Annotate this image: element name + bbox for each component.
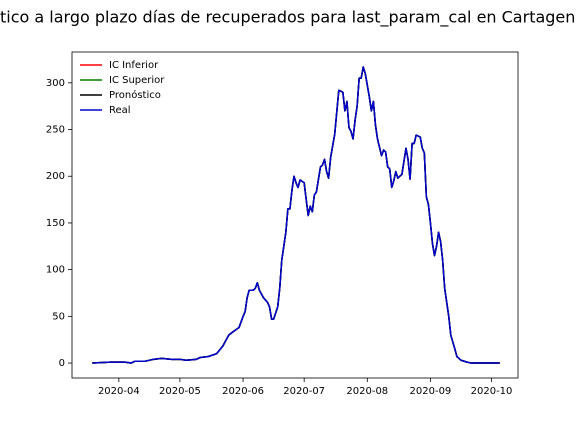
- series-line: [92, 66, 500, 364]
- y-tick-label: 300: [46, 78, 65, 89]
- plot-frame: [71, 51, 519, 379]
- x-tick-label: 2020-10: [471, 386, 513, 397]
- legend-label: Real: [109, 105, 131, 116]
- y-tick-label: 200: [46, 171, 65, 182]
- legend-label: Pronóstico: [109, 89, 161, 101]
- y-tick-label: 250: [46, 125, 65, 136]
- series-line: [92, 66, 500, 364]
- x-tick-label: 2020-07: [283, 386, 325, 397]
- chart-title: tico a largo plazo días de recuperados p…: [0, 8, 576, 28]
- series-line: [92, 66, 500, 364]
- x-tick-label: 2020-05: [159, 386, 201, 397]
- x-tick-label: 2020-09: [410, 386, 452, 397]
- x-tick-label: 2020-06: [222, 386, 264, 397]
- y-tick-label: 100: [46, 265, 65, 276]
- legend-label: IC Superior: [109, 75, 165, 86]
- y-tick-label: 0: [59, 358, 65, 369]
- y-tick-label: 150: [46, 218, 65, 229]
- series-line: [92, 66, 500, 364]
- y-tick-label: 50: [52, 311, 65, 322]
- legend-label: IC Inferior: [109, 60, 159, 71]
- x-tick-label: 2020-08: [346, 386, 388, 397]
- x-tick-label: 2020-04: [98, 386, 140, 397]
